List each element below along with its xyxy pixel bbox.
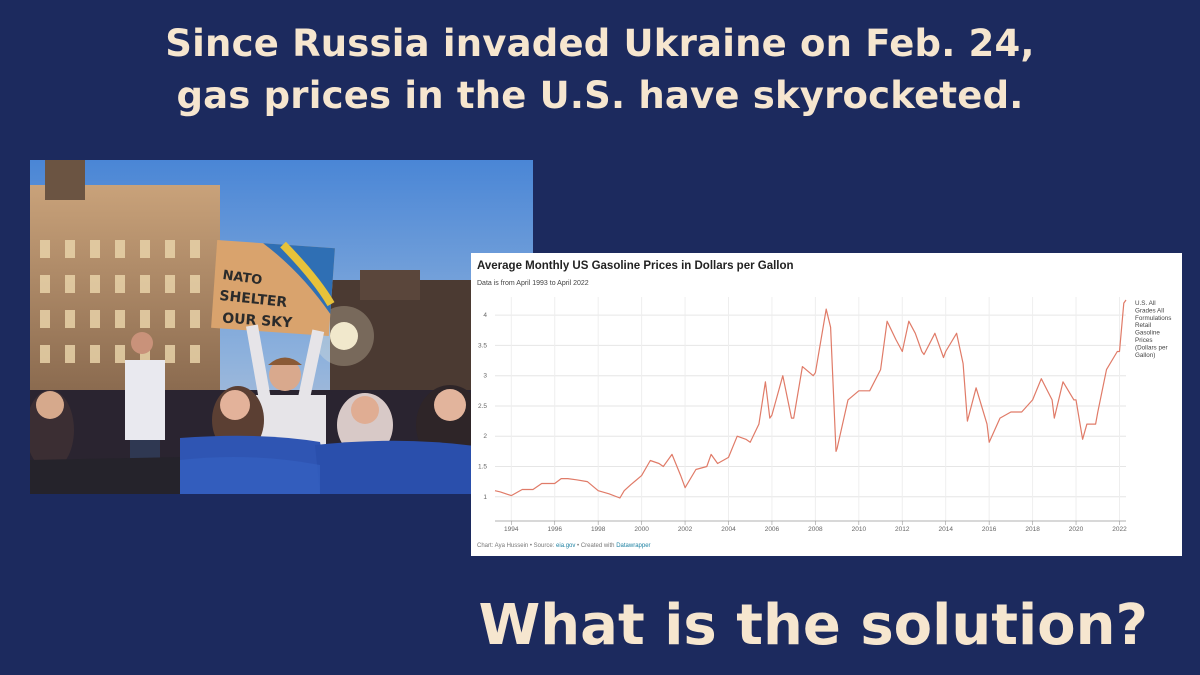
headline-line-2: gas prices in the U.S. have skyrocketed. [176,74,1024,117]
gas-price-chart: Average Monthly US Gasoline Prices in Do… [471,253,1182,556]
datawrapper-link[interactable]: Datawrapper [616,543,651,549]
series-label-line: Grades All [1135,307,1164,314]
x-tick-label: 2006 [765,526,780,533]
question-text: What is the solution? [478,593,1148,658]
chart-footer: Chart: Aya Hussein • Source: eia.gov • C… [477,543,651,549]
series-label-line: (Dollars per [1135,344,1168,351]
series-label-line: Formulations [1135,315,1171,322]
y-tick-label: 3 [483,373,487,380]
headline: Since Russia invaded Ukraine on Feb. 24,… [0,18,1200,122]
x-tick-label: 2012 [895,526,910,533]
x-tick-label: 2018 [1025,526,1040,533]
footer-middle: • Created with [575,543,617,549]
x-tick-label: 2004 [721,526,736,533]
x-tick-label: 1994 [504,526,519,533]
y-tick-label: 2 [483,433,487,440]
x-tick-label: 2014 [938,526,953,533]
x-tick-label: 1998 [591,526,606,533]
x-tick-label: 1996 [547,526,562,533]
x-tick-label: 2022 [1112,526,1127,533]
sign-text-3: OUR SKY [222,310,294,331]
protest-photo-illustration: NATO SHELTER OUR SKY [30,160,533,494]
series-label-line: Gasoline [1135,330,1160,337]
y-tick-label: 4 [483,312,487,319]
chart-subtitle: Data is from April 1993 to April 2022 [477,280,589,287]
sign-text-1: NATO [222,268,264,288]
x-tick-label: 2008 [808,526,823,533]
protest-photo: NATO SHELTER OUR SKY [30,160,533,494]
sign: NATO SHELTER OUR SKY [211,239,335,337]
x-tick-label: 2016 [982,526,997,533]
y-tick-label: 2.5 [478,403,487,410]
sign-text-2: SHELTER [219,288,288,311]
series-label-line: U.S. All [1135,300,1156,307]
x-tick-label: 2002 [678,526,693,533]
source-link[interactable]: eia.gov [556,543,576,549]
x-tick-label: 2020 [1069,526,1084,533]
chart-plot: 1 1.5 2 2.5 3 3.5 4 1994 1996 1998 2000 2002 2004 200… [478,297,1171,533]
series-line [494,299,1127,499]
x-tick-label: 2000 [634,526,649,533]
crowd [30,324,533,494]
y-tick-label: 3.5 [478,342,487,349]
headline-line-1: Since Russia invaded Ukraine on Feb. 24, [165,22,1035,65]
chart-title: Average Monthly US Gasoline Prices in Do… [477,260,794,272]
series-label-line: Gallon) [1135,352,1155,359]
y-tick-label: 1.5 [478,464,487,471]
series-label-line: Prices [1135,337,1153,344]
series-label-line: Retail [1135,322,1151,329]
series-label: U.S. All Grades All Formulations Retail Gaso… [1135,300,1171,359]
y-tick-label: 1 [483,494,487,501]
x-tick-label: 2010 [852,526,867,533]
footer-prefix: Chart: Aya Hussein • Source: [477,543,557,549]
